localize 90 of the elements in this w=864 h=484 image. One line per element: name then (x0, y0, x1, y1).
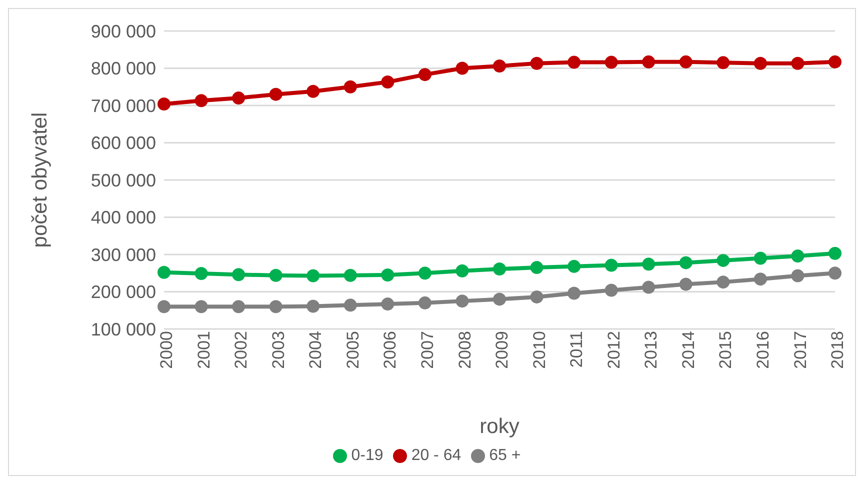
point (232, 92, 246, 105)
x-tick-label: 2009 (492, 331, 512, 369)
point (344, 298, 357, 312)
x-tick-label: 2010 (530, 331, 549, 369)
point (716, 254, 730, 267)
point (194, 266, 208, 280)
legend-label: 20 - 64 (411, 447, 462, 464)
point (418, 266, 432, 280)
y-tick-label: 500 000 (90, 170, 156, 190)
point (158, 300, 170, 314)
point (194, 300, 208, 314)
x-tick-label: 2000 (157, 331, 176, 369)
x-tick-label: 2002 (232, 331, 251, 369)
point (456, 294, 469, 308)
point (381, 298, 394, 311)
point (791, 269, 804, 282)
point (679, 256, 692, 270)
point (493, 292, 506, 306)
x-tick-label: 2006 (380, 331, 400, 369)
x-tick-label: 2012 (604, 331, 624, 369)
point (642, 55, 656, 68)
y-tick-label: 100 000 (90, 319, 156, 340)
point (568, 260, 581, 273)
point (530, 56, 544, 70)
point (679, 278, 692, 291)
x-tick-label: 2016 (754, 331, 773, 369)
point (791, 56, 804, 70)
point (306, 84, 320, 98)
y-tick-label: 700 000 (90, 96, 156, 116)
point (642, 258, 656, 271)
point (194, 94, 208, 108)
x-tick-label: 2001 (194, 331, 214, 369)
point (158, 98, 170, 111)
point (344, 80, 357, 94)
point (568, 56, 581, 69)
x-axis-title: roky (480, 415, 520, 438)
point (791, 249, 804, 262)
x-tick-label: 2008 (455, 331, 474, 369)
point (828, 55, 842, 68)
x-tick-label: 2017 (790, 331, 810, 369)
point (716, 276, 730, 289)
point (493, 262, 506, 276)
x-tick-label: 2013 (642, 331, 661, 369)
point (716, 56, 730, 70)
point (306, 300, 320, 313)
point (568, 286, 581, 300)
point (642, 280, 656, 294)
point (754, 252, 767, 265)
point (232, 268, 246, 282)
x-tick-label: 2015 (716, 331, 736, 369)
legend-label: 65 + (489, 447, 521, 464)
point (418, 296, 432, 310)
y-tick-label: 300 000 (90, 244, 156, 265)
x-tick-label: 2007 (418, 331, 438, 369)
point (418, 68, 432, 82)
y-tick-label: 600 000 (90, 133, 156, 154)
point (306, 269, 320, 282)
point (269, 268, 282, 282)
point (269, 300, 282, 314)
y-axis-title: počet obyvatel (28, 112, 52, 248)
point (232, 300, 246, 314)
point (754, 56, 767, 70)
legend-label: 0-19 (351, 447, 384, 464)
point (530, 261, 544, 274)
point (754, 272, 767, 286)
point (530, 290, 544, 304)
point (828, 246, 842, 260)
point (828, 266, 842, 280)
x-tick-label: 2004 (306, 331, 326, 369)
point (604, 258, 618, 272)
x-tick-label: 2005 (343, 331, 362, 369)
y-tick-label: 200 000 (90, 282, 156, 302)
x-tick-label: 2014 (678, 331, 698, 369)
x-tick-label: 2003 (268, 331, 288, 369)
point (158, 266, 170, 279)
point (344, 268, 357, 282)
point (381, 268, 394, 282)
y-tick-label: 400 000 (90, 208, 156, 228)
point (493, 60, 506, 73)
point (604, 284, 618, 297)
x-tick-label: 2011 (567, 331, 586, 368)
point (381, 76, 394, 89)
point (679, 55, 692, 68)
x-tick-label: 2018 (828, 331, 848, 369)
y-tick-label: 800 000 (90, 58, 156, 79)
point (456, 264, 469, 278)
y-tick-label: 900 000 (90, 21, 156, 42)
point (456, 62, 469, 75)
point (269, 88, 282, 101)
point (604, 56, 618, 69)
